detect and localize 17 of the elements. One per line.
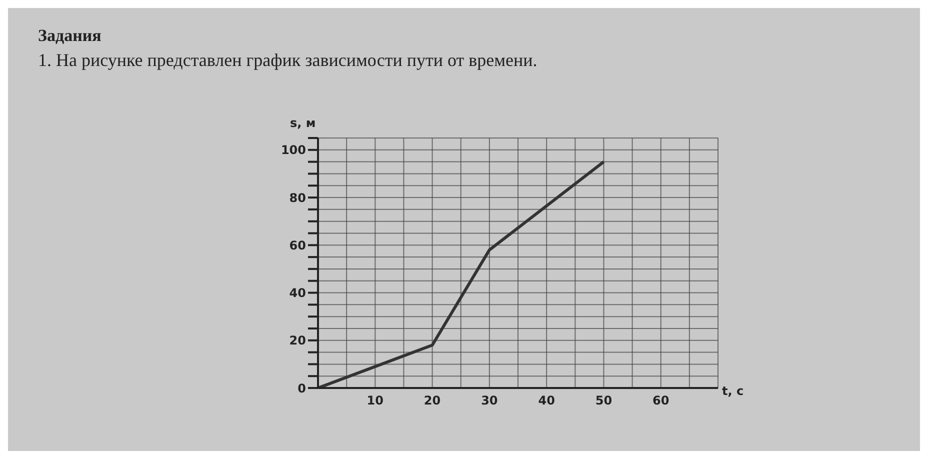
x-tick-label: 40 xyxy=(538,394,555,408)
y-axis-title: s, м xyxy=(290,116,316,130)
y-tick-label: 100 xyxy=(280,143,306,158)
x-tick-label: 30 xyxy=(481,394,498,408)
y-tick-label: 20 xyxy=(289,334,306,348)
x-tick-label: 60 xyxy=(652,394,670,408)
x-tick-label: 10 xyxy=(366,394,384,408)
y-tick-label: 80 xyxy=(289,190,306,205)
text: Задания xyxy=(38,26,102,46)
chart-subtitle: 1. На рисунке представлен график зависимости пути от времени. xyxy=(38,50,538,71)
x-tick-label: 20 xyxy=(424,394,441,408)
y-tick-label: 60 xyxy=(289,238,306,252)
x-tick-label: 50 xyxy=(595,394,612,408)
line-series xyxy=(318,160,606,388)
y-tick-label: 0 xyxy=(298,381,306,396)
y-tick-label: 40 xyxy=(289,286,306,300)
x-axis-title: t, с xyxy=(722,384,744,398)
